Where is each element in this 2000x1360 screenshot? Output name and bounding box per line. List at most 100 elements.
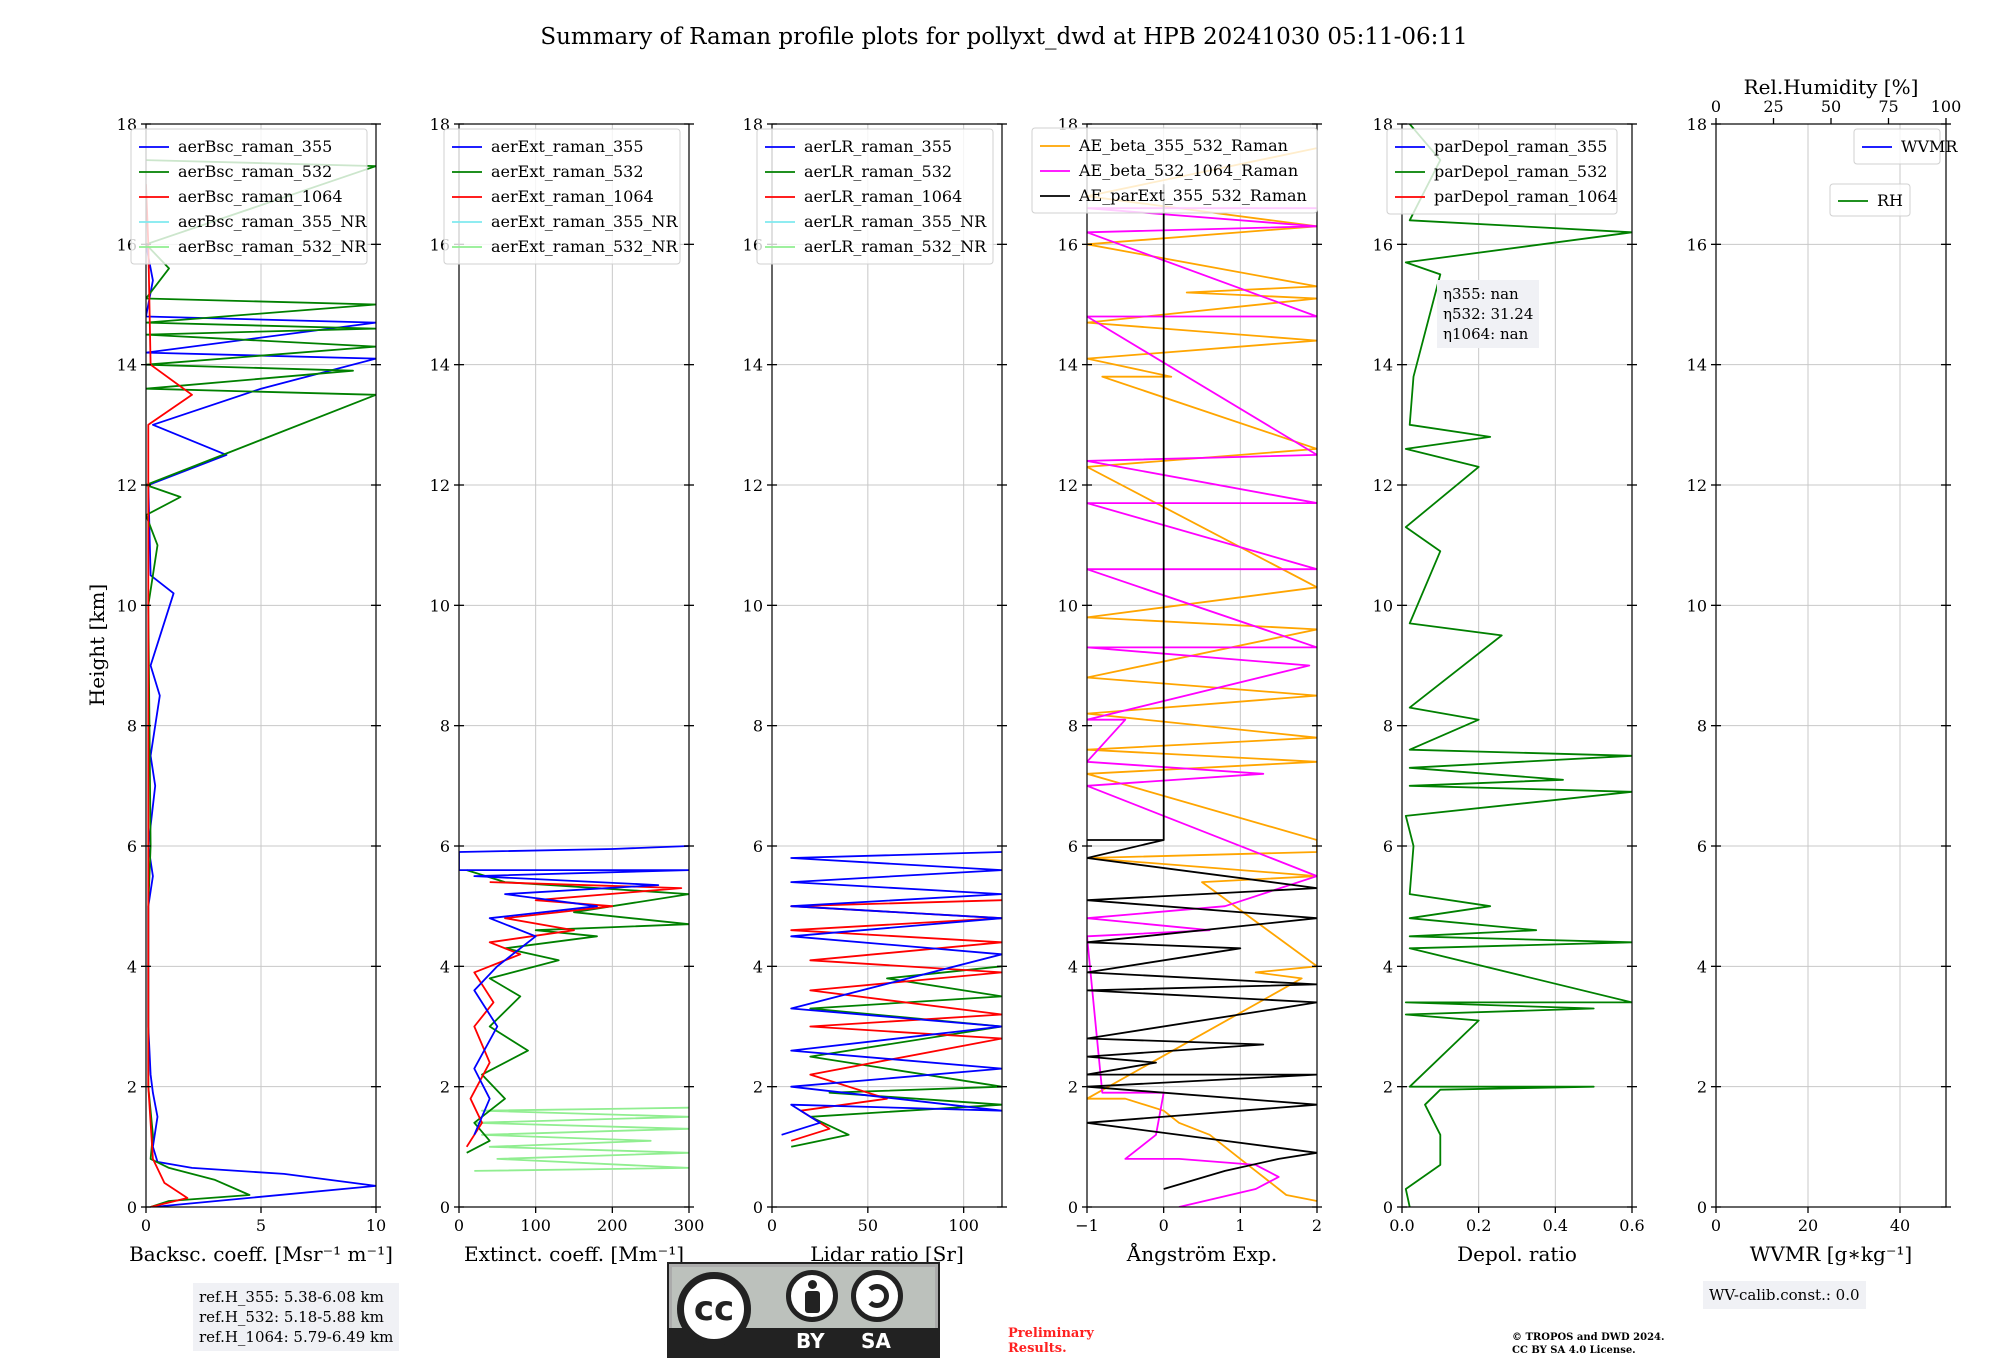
y-axis-label: Height [km] bbox=[85, 584, 109, 706]
copyright-note: © TROPOS and DWD 2024. CC BY SA 4.0 Lice… bbox=[1512, 1331, 1664, 1357]
eta-355: η355: nan bbox=[1443, 285, 1519, 303]
x-tick-label: 0 bbox=[1159, 1216, 1169, 1235]
series-group bbox=[1404, 124, 1632, 1207]
y-tick-label: 10 bbox=[1687, 596, 1707, 615]
legend-label: aerLR_raman_1064 bbox=[804, 187, 962, 206]
top-x-tick-label: 100 bbox=[1931, 97, 1962, 116]
y-tick-label: 12 bbox=[430, 476, 450, 495]
y-tick-label: 16 bbox=[1687, 235, 1707, 254]
x-axis-label: Backsc. coeff. [Msr⁻¹ m⁻¹] bbox=[129, 1242, 393, 1266]
series-line-AE_beta_532_1064_Raman bbox=[1087, 207, 1317, 1207]
x-tick-label: 0 bbox=[141, 1216, 151, 1235]
x-axis-label: Extinct. coeff. [Mm⁻¹] bbox=[464, 1242, 684, 1266]
legend: parDepol_raman_355 parDepol_raman_532 parD… bbox=[1386, 128, 1618, 215]
x-axis-label: Ångström Exp. bbox=[1126, 1241, 1277, 1266]
legend-label: aerLR_raman_532 bbox=[804, 162, 952, 181]
x-tick-label: 0.6 bbox=[1619, 1216, 1644, 1235]
cc-logo-icon: cc bbox=[677, 1272, 751, 1346]
top-x-axis-label: Rel.Humidity [%] bbox=[1744, 75, 1919, 99]
legend-frame bbox=[1853, 128, 1941, 165]
y-tick-label: 16 bbox=[1373, 235, 1393, 254]
y-tick-label: 2 bbox=[1697, 1078, 1707, 1097]
legend: aerLR_raman_355 aerLR_raman_532 aerLR_rama… bbox=[756, 128, 994, 265]
y-tick-label: 8 bbox=[1383, 717, 1393, 736]
y-tick-label: 0 bbox=[1697, 1198, 1707, 1217]
legend-label: AE_beta_532_1064_Raman bbox=[1078, 161, 1298, 180]
preliminary-line-2: Results. bbox=[1008, 1341, 1067, 1356]
top-x-tick-label: 25 bbox=[1763, 97, 1783, 116]
y-tick-label: 16 bbox=[1058, 235, 1078, 254]
legend-label: parDepol_raman_355 bbox=[1434, 137, 1607, 156]
x-tick-label: 100 bbox=[948, 1216, 979, 1235]
y-tick-label: 14 bbox=[117, 356, 137, 375]
legend: AE_beta_355_532_Raman AE_beta_532_1064_Ra… bbox=[1031, 127, 1318, 214]
legend-label: aerExt_raman_532_NR bbox=[491, 237, 679, 256]
series-group bbox=[146, 159, 376, 1207]
sa-arrow-ring bbox=[865, 1284, 889, 1308]
preliminary-note: Preliminary Results. bbox=[1008, 1326, 1094, 1356]
series-line-aerLR_raman_355 bbox=[781, 851, 1002, 1136]
legend-frame bbox=[1386, 128, 1618, 215]
panel-frame bbox=[1086, 123, 1318, 1208]
series-line-aerExt_raman_532_NR bbox=[473, 1106, 689, 1172]
legend-label: aerExt_raman_1064 bbox=[491, 187, 654, 206]
series-group bbox=[1087, 147, 1317, 1207]
legend-label: aerExt_raman_355 bbox=[491, 137, 644, 156]
series-group bbox=[459, 845, 689, 1172]
legend-label: aerExt_raman_355_NR bbox=[491, 212, 679, 231]
series-line-AE_parExt_355_532_Raman bbox=[1087, 184, 1317, 1190]
y-tick-label: 6 bbox=[1068, 837, 1078, 856]
y-tick-label: 8 bbox=[1697, 717, 1707, 736]
legend-label: aerBsc_raman_1064 bbox=[178, 187, 343, 206]
y-tick-label: 8 bbox=[440, 717, 450, 736]
top-x-tick-label: 50 bbox=[1821, 97, 1841, 116]
top-x-tick-label: 75 bbox=[1878, 97, 1898, 116]
y-tick-label: 4 bbox=[440, 957, 450, 976]
legend: aerBsc_raman_355 aerBsc_raman_532 aerBsc_r… bbox=[130, 128, 368, 265]
x-tick-label: 0.2 bbox=[1466, 1216, 1491, 1235]
y-tick-label: 12 bbox=[1373, 476, 1393, 495]
y-tick-label: 14 bbox=[1373, 356, 1393, 375]
x-tick-label: 200 bbox=[597, 1216, 628, 1235]
by-person-body bbox=[805, 1291, 820, 1313]
y-tick-label: 2 bbox=[753, 1078, 763, 1097]
y-tick-label: 2 bbox=[1068, 1078, 1078, 1097]
x-axis-label: WVMR [g∗kg⁻¹] bbox=[1750, 1242, 1912, 1266]
y-tick-label: 6 bbox=[1383, 837, 1393, 856]
legend-rh: RH bbox=[1829, 183, 1911, 217]
legend-label: aerLR_raman_355 bbox=[804, 137, 952, 156]
x-tick-label: 40 bbox=[1890, 1216, 1910, 1235]
legend-frame bbox=[1031, 127, 1318, 214]
y-tick-label: 14 bbox=[743, 356, 763, 375]
by-person-head bbox=[808, 1280, 817, 1289]
figure-title: Summary of Raman profile plots for polly… bbox=[540, 24, 1467, 50]
ref-height-532: ref.H_532: 5.18-5.88 km bbox=[199, 1308, 384, 1326]
y-tick-label: 10 bbox=[430, 596, 450, 615]
preliminary-line-1: Preliminary bbox=[1008, 1326, 1094, 1341]
legend-label: aerBsc_raman_355 bbox=[178, 137, 332, 156]
y-tick-label: 0 bbox=[127, 1198, 137, 1217]
x-tick-label: 1 bbox=[1235, 1216, 1245, 1235]
y-tick-label: 0 bbox=[1068, 1198, 1078, 1217]
x-tick-label: 2 bbox=[1312, 1216, 1322, 1235]
legend-frame bbox=[756, 128, 994, 265]
eta-532: η532: 31.24 bbox=[1443, 305, 1534, 323]
x-tick-label: 0 bbox=[1711, 1216, 1721, 1235]
panel-frame bbox=[458, 123, 690, 1208]
x-axis-label: Depol. ratio bbox=[1457, 1242, 1577, 1266]
y-tick-label: 4 bbox=[1068, 957, 1078, 976]
x-tick-label: 0 bbox=[454, 1216, 464, 1235]
x-tick-label: −1 bbox=[1075, 1216, 1099, 1235]
y-tick-label: 4 bbox=[127, 957, 137, 976]
ref-height-355: ref.H_355: 5.38-6.08 km bbox=[199, 1288, 384, 1306]
y-tick-label: 2 bbox=[440, 1078, 450, 1097]
x-tick-label: 50 bbox=[858, 1216, 878, 1235]
y-tick-label: 0 bbox=[753, 1198, 763, 1217]
y-tick-label: 8 bbox=[1068, 717, 1078, 736]
